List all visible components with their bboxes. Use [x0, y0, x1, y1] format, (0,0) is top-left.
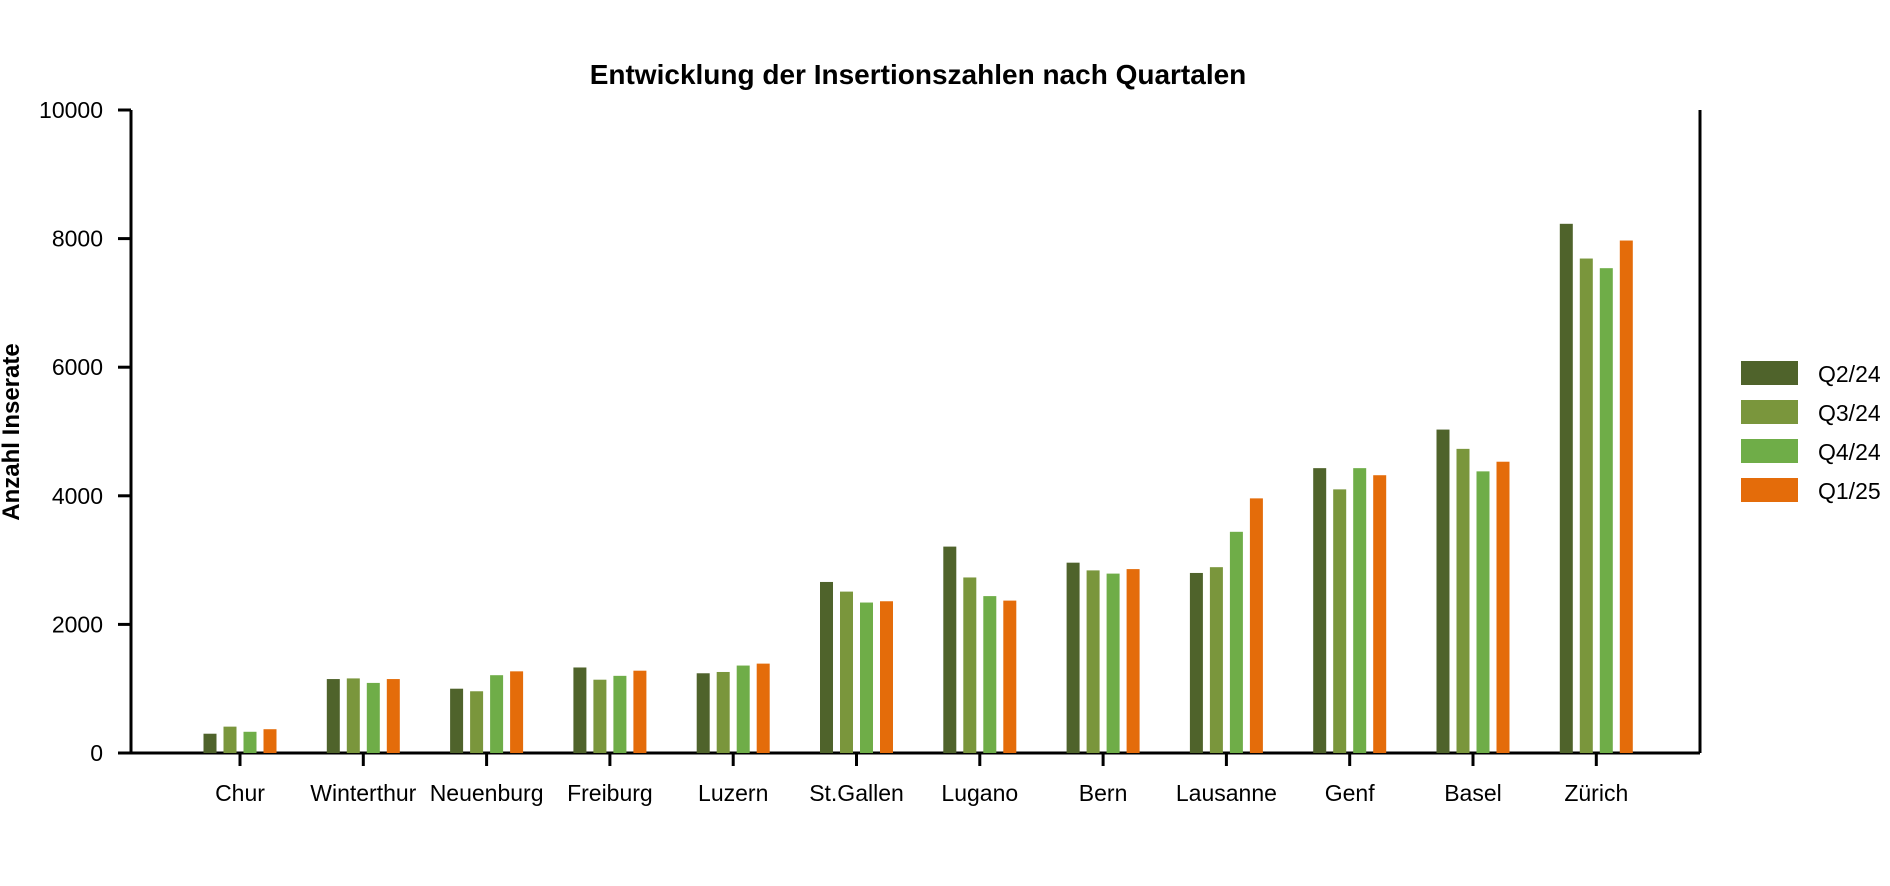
bar — [633, 670, 647, 753]
bar — [1373, 475, 1387, 753]
legend-swatch — [1741, 361, 1798, 385]
y-tick-label: 4000 — [52, 483, 103, 509]
x-tick-label: Luzern — [698, 780, 768, 806]
bar — [820, 581, 833, 753]
bar — [756, 663, 770, 753]
bar — [223, 726, 237, 753]
bar — [490, 675, 504, 753]
bar — [1126, 569, 1140, 753]
bar — [1333, 489, 1347, 753]
bar — [263, 729, 277, 753]
x-tick-label: Basel — [1444, 780, 1502, 806]
bar — [943, 546, 957, 753]
bar — [1066, 562, 1080, 753]
plot-area: 0 2000 4000 6000 8000 10000 Chur Winterthur Neue… — [39, 97, 1702, 806]
legend-label: Q2/24 — [1818, 361, 1881, 387]
legend-swatch — [1741, 478, 1798, 502]
bar — [1456, 448, 1470, 753]
y-tick-label: 0 — [90, 740, 103, 766]
bar — [450, 688, 464, 753]
bar — [696, 673, 710, 753]
legend: Q2/24 Q3/24 Q4/24 Q1/25 — [1741, 361, 1881, 504]
bar — [1313, 468, 1327, 753]
bar — [1436, 429, 1450, 753]
x-tick-label: Genf — [1325, 780, 1375, 806]
bar — [1003, 600, 1017, 753]
bar — [1496, 461, 1510, 753]
legend-swatch — [1741, 439, 1798, 463]
y-tick-label: 8000 — [52, 226, 103, 252]
legend-label: Q3/24 — [1818, 400, 1881, 426]
bar — [346, 678, 360, 753]
bar — [1106, 573, 1120, 753]
bar — [1579, 258, 1593, 753]
bar — [1599, 268, 1613, 753]
bar — [983, 596, 997, 753]
bar — [736, 665, 750, 753]
bar — [1229, 531, 1243, 753]
legend-label: Q1/25 — [1818, 478, 1881, 504]
bar — [366, 682, 380, 753]
bar — [510, 671, 524, 753]
y-tick-label: 6000 — [52, 354, 103, 380]
bar — [1353, 468, 1367, 753]
bar — [613, 675, 627, 753]
x-tick-label: Zürich — [1564, 780, 1628, 806]
bar — [860, 602, 873, 753]
x-tick-label: Lugano — [941, 780, 1018, 806]
bar — [1086, 570, 1100, 753]
x-tick-label: Bern — [1079, 780, 1128, 806]
x-tick-label: Neuenburg — [430, 780, 544, 806]
bar — [470, 691, 484, 753]
legend-swatch — [1741, 400, 1798, 424]
bar — [880, 601, 893, 753]
bar — [243, 731, 257, 753]
bar — [963, 577, 977, 753]
bar — [1559, 223, 1573, 753]
x-tick-label: Chur — [215, 780, 265, 806]
x-tick-label: Winterthur — [310, 780, 416, 806]
bar — [840, 591, 853, 753]
y-axis-label: Anzahl Inserate — [0, 343, 25, 520]
bar — [593, 679, 607, 753]
legend-label: Q4/24 — [1818, 439, 1881, 465]
x-tick-label: Freiburg — [567, 780, 653, 806]
x-tick-label: Lausanne — [1176, 780, 1277, 806]
y-tick-label: 10000 — [39, 97, 103, 123]
bar — [716, 671, 730, 753]
bar — [1209, 567, 1223, 753]
bar — [1249, 498, 1263, 753]
bar — [1476, 471, 1490, 753]
bar — [203, 733, 217, 753]
bar — [326, 679, 340, 753]
bar — [1619, 240, 1633, 754]
chart-title: Entwicklung der Insertionszahlen nach Qu… — [590, 59, 1247, 90]
bar — [573, 667, 587, 753]
x-tick-label: St.Gallen — [809, 780, 904, 806]
y-tick-label: 2000 — [52, 611, 103, 637]
bar — [386, 679, 400, 753]
bar — [1189, 572, 1203, 753]
